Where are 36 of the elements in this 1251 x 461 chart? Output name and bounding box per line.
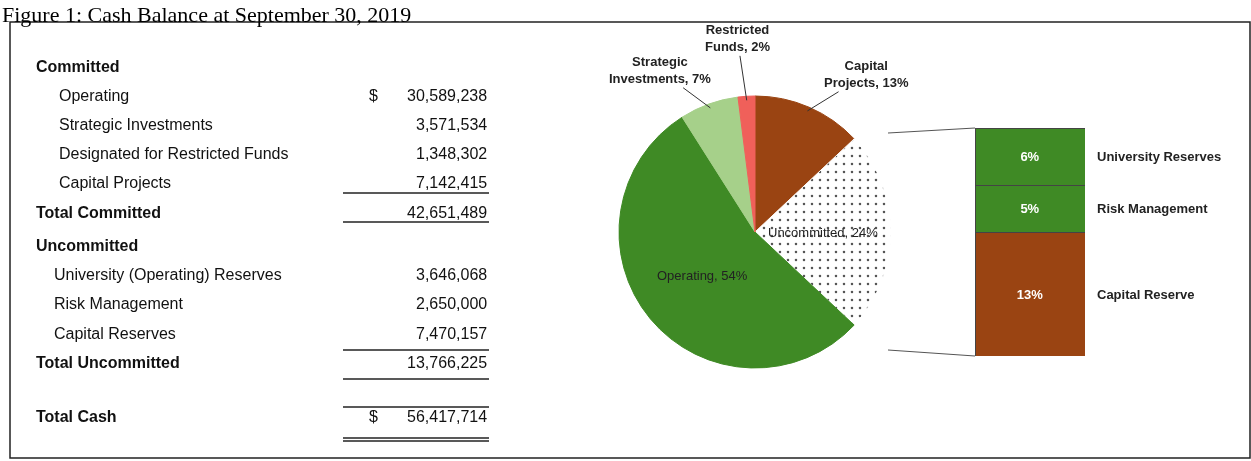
text: 3,646,068 — [416, 266, 488, 283]
slice-label: Uncommitted, 24% — [768, 225, 879, 240]
text: Figure 1: Cash Balance at September 30, 2019 — [2, 2, 412, 27]
text: $ — [369, 408, 378, 425]
text: Capital Projects — [59, 174, 172, 191]
text: Designated for Restricted Funds — [59, 145, 289, 162]
text: Total Cash — [36, 408, 117, 425]
text: 13,766,225 — [407, 354, 488, 371]
text: Total Uncommitted — [36, 354, 180, 371]
text: Risk Management — [54, 295, 184, 312]
text: Committed — [36, 58, 120, 75]
text: 56,417,714 — [407, 408, 488, 425]
slice-label: Strategic Investments, 7% — [609, 54, 712, 86]
text: 1,348,302 — [416, 145, 488, 162]
text: 7,470,157 — [416, 325, 488, 342]
slice-label: Restricted Funds, 2% — [705, 22, 771, 54]
text: Capital Reserves — [54, 325, 176, 342]
text: 2,650,000 — [416, 295, 488, 312]
series-label: Risk Management — [1097, 201, 1209, 216]
text: Operating — [59, 87, 130, 104]
data-label: 13% — [1016, 286, 1044, 302]
slice-label: Operating, 54% — [657, 268, 748, 283]
data-label: 6% — [1020, 149, 1040, 164]
series-label: Capital Reserve — [1097, 287, 1195, 302]
text: $ — [369, 87, 378, 104]
text: Uncommitted — [36, 237, 139, 254]
text: 30,589,238 — [407, 87, 488, 104]
text: University (Operating) Reserves — [54, 266, 282, 283]
text: 3,571,534 — [416, 116, 488, 133]
data-label: 5% — [1020, 201, 1040, 217]
text: 42,651,489 — [407, 204, 488, 221]
slice-label: Capital Projects, 13% — [824, 58, 909, 90]
text: Total Committed — [36, 204, 162, 221]
text: Strategic Investments — [59, 116, 213, 133]
text: 7,142,415 — [416, 174, 488, 191]
series-label: University Reserves — [1097, 149, 1222, 164]
